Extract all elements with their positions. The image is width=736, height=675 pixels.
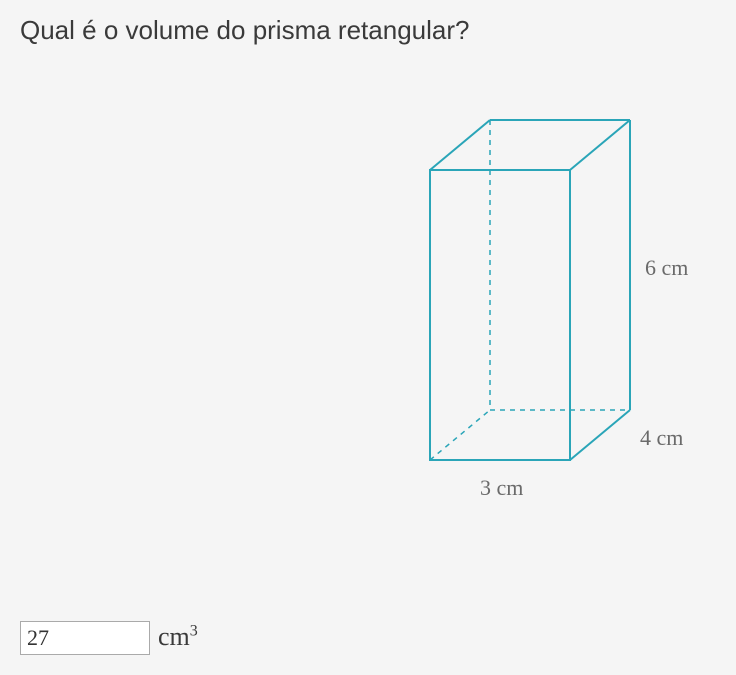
label-width: 3 cm: [480, 475, 523, 501]
edge-top-right-depth: [570, 120, 630, 170]
label-depth: 4 cm: [640, 425, 683, 451]
prism-front-face: [430, 170, 570, 460]
answer-unit: cm3: [158, 622, 198, 652]
unit-exponent: 3: [190, 622, 198, 639]
label-height: 6 cm: [645, 255, 688, 281]
edge-bottom-right-depth: [570, 410, 630, 460]
edge-top-left-depth: [430, 120, 490, 170]
prism-diagram: 6 cm 4 cm 3 cm: [370, 110, 690, 510]
question-text: Qual é o volume do prisma retangular?: [20, 15, 469, 46]
unit-base: cm: [158, 622, 190, 651]
edge-hidden-bottom-left-depth: [430, 410, 490, 460]
answer-area: cm3: [20, 621, 198, 655]
answer-input[interactable]: [20, 621, 150, 655]
